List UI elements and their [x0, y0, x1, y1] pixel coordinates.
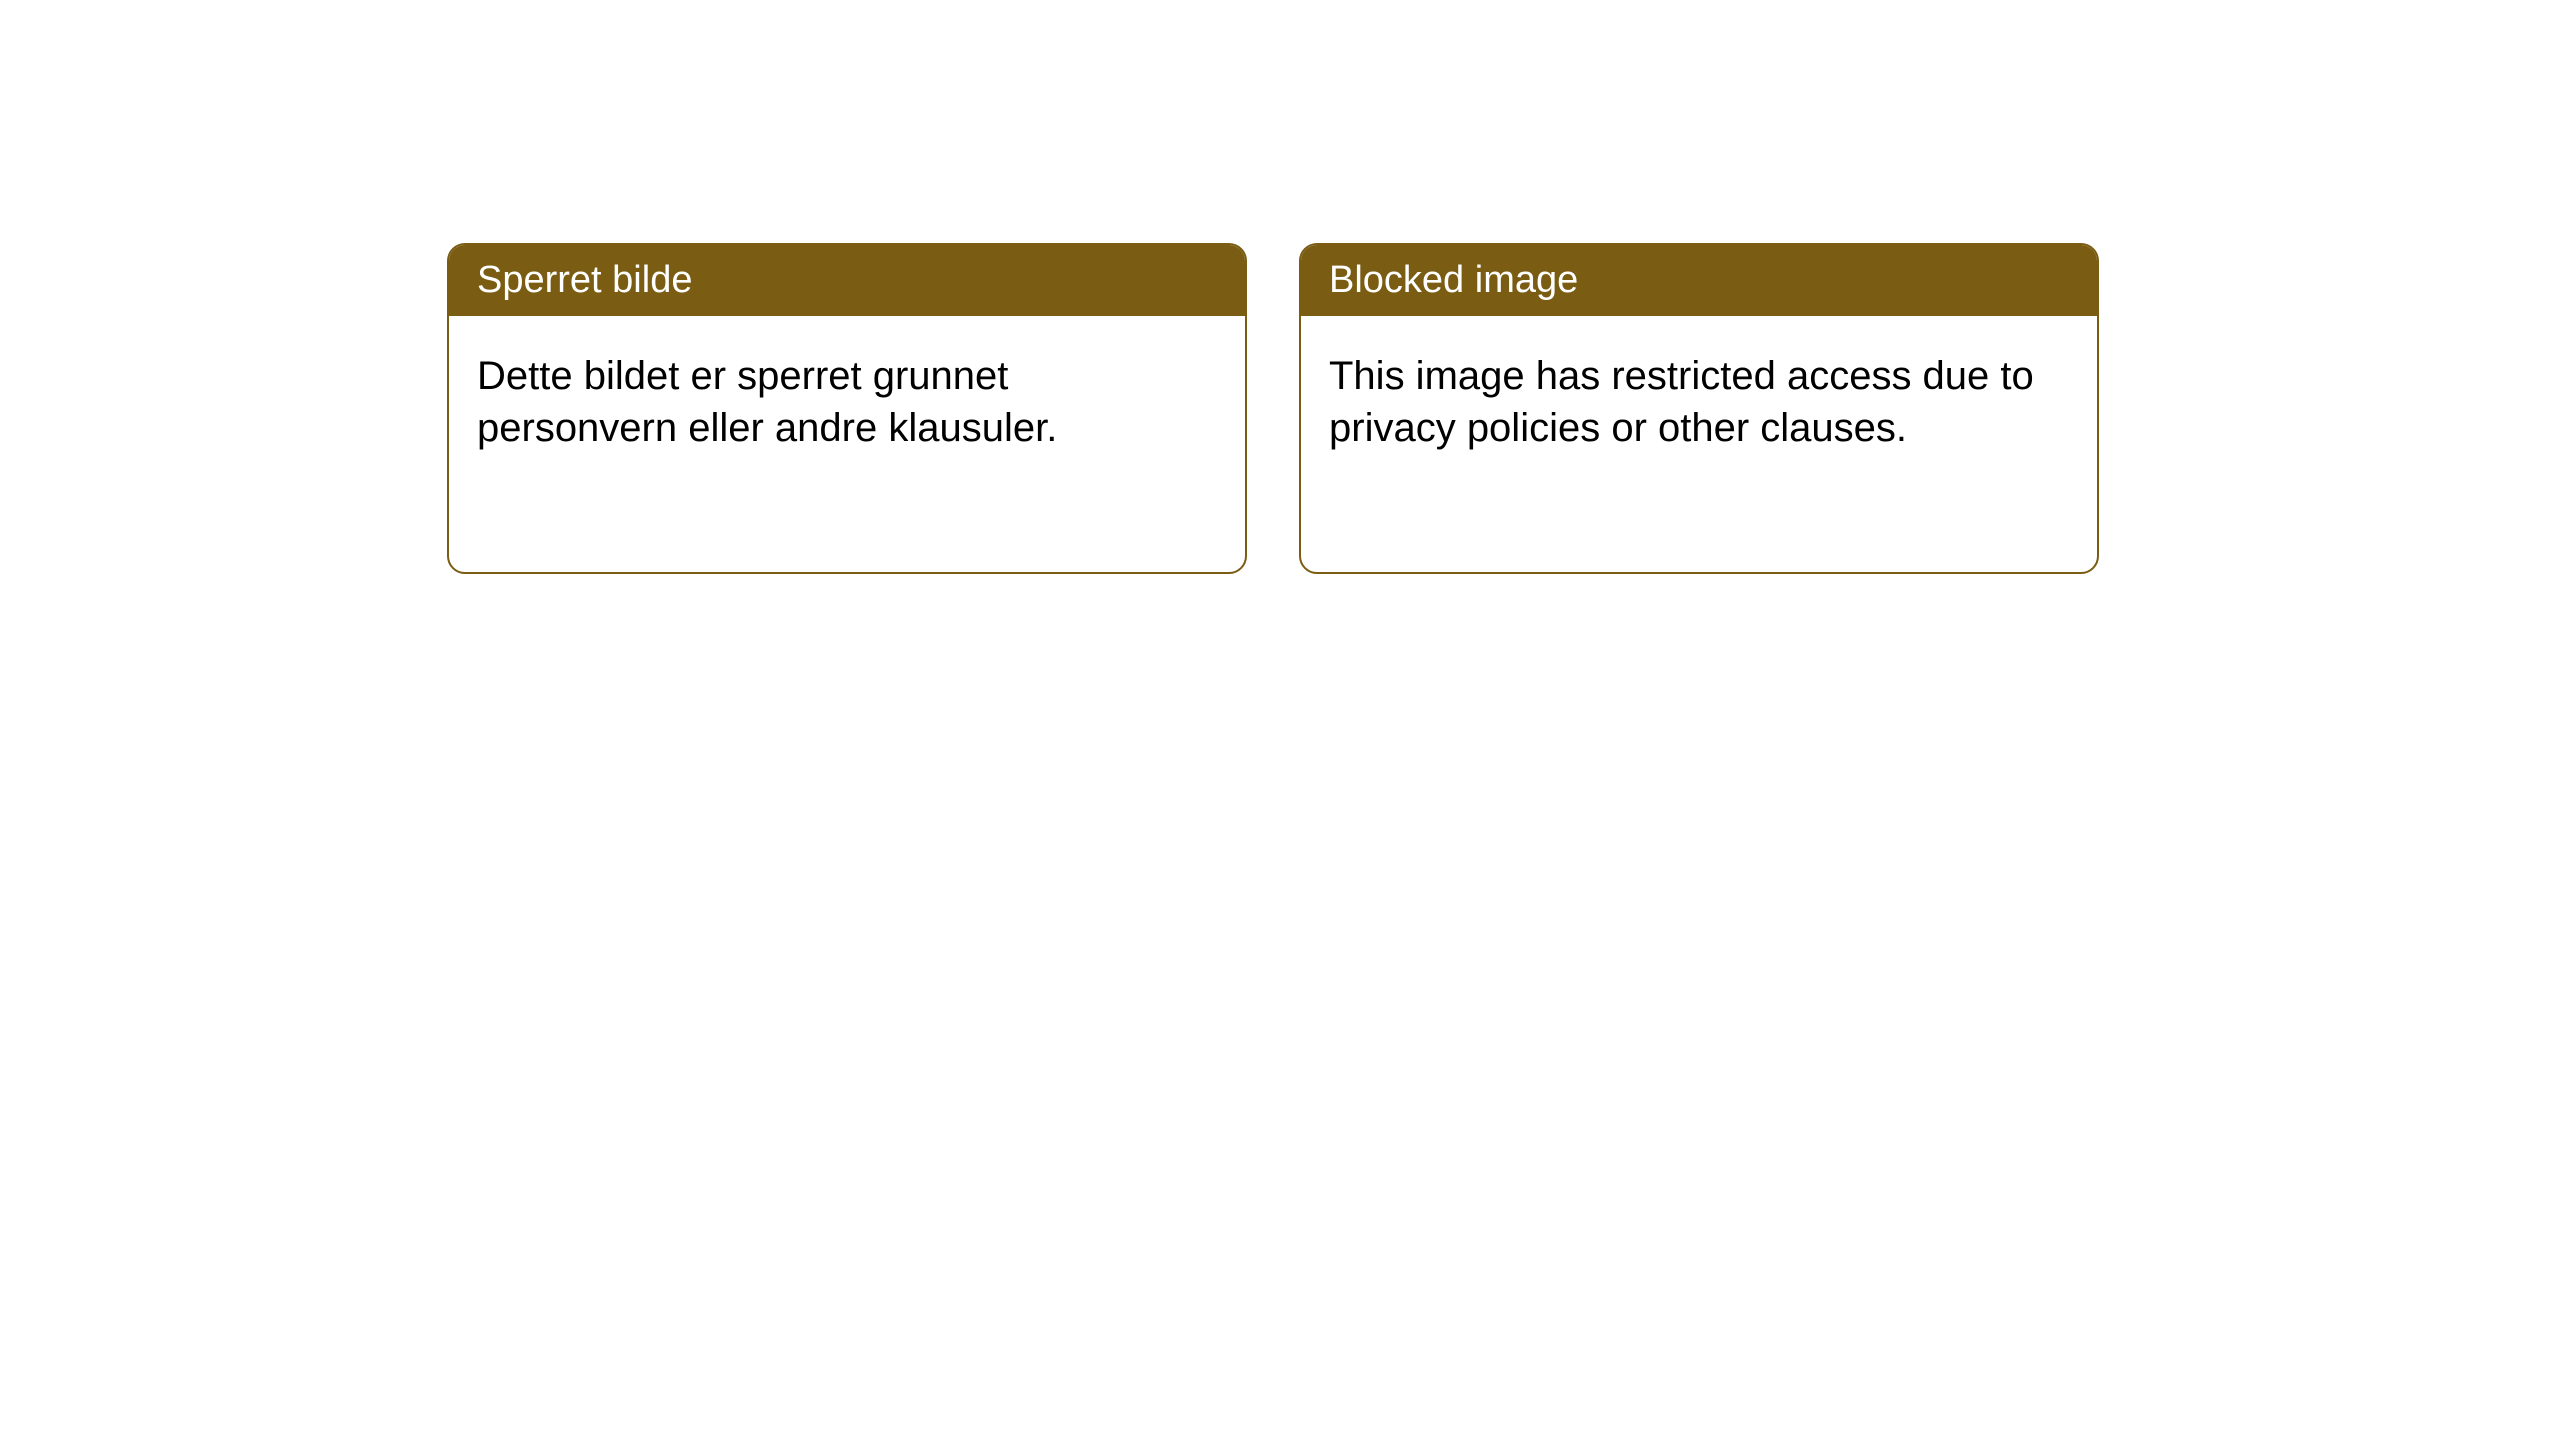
notice-box-norwegian: Sperret bilde Dette bildet er sperret gr…: [447, 243, 1247, 574]
notice-title-norwegian: Sperret bilde: [449, 245, 1245, 316]
notice-container: Sperret bilde Dette bildet er sperret gr…: [0, 0, 2560, 574]
notice-body-norwegian: Dette bildet er sperret grunnet personve…: [449, 316, 1245, 488]
notice-title-english: Blocked image: [1301, 245, 2097, 316]
notice-body-english: This image has restricted access due to …: [1301, 316, 2097, 488]
notice-box-english: Blocked image This image has restricted …: [1299, 243, 2099, 574]
